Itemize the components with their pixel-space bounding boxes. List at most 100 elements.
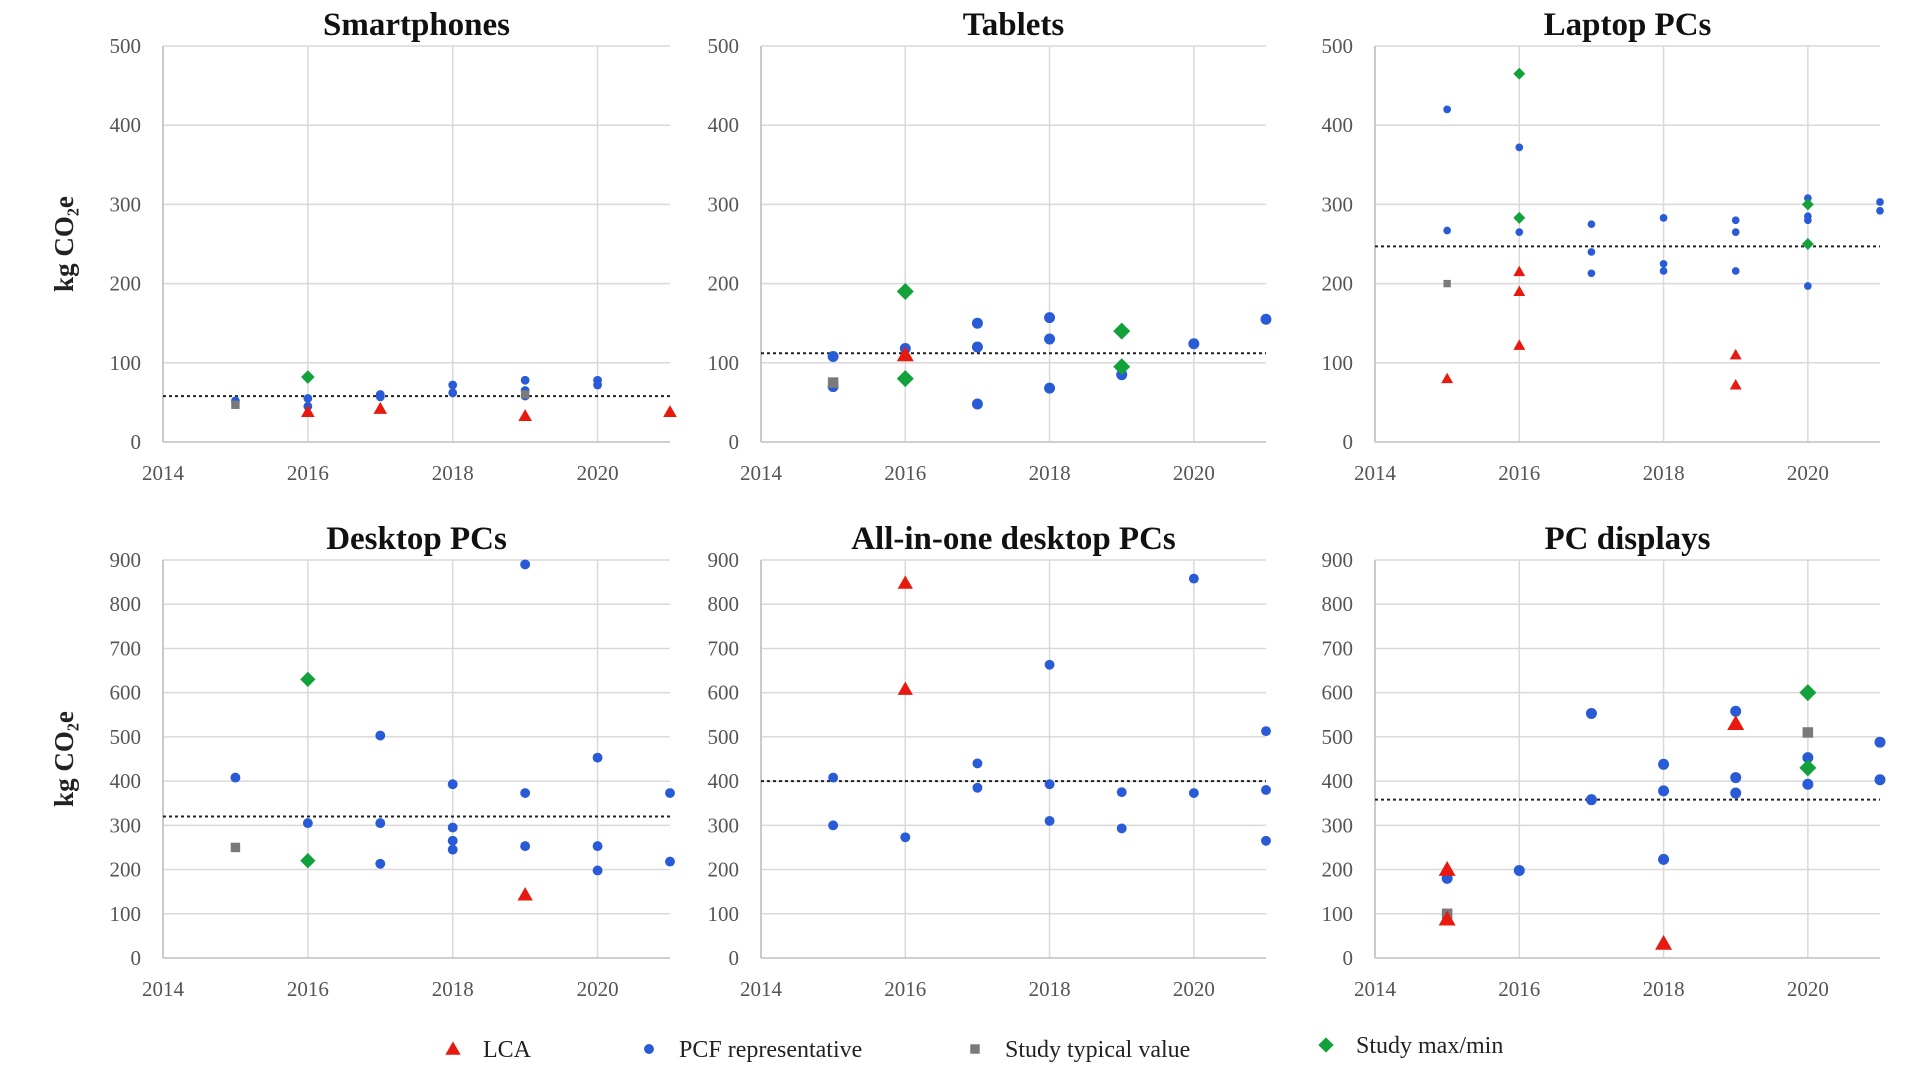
y-tick-label: 300	[110, 192, 142, 216]
legend-mm-marker	[1318, 1037, 1334, 1053]
lca-point	[1438, 861, 1456, 876]
x-tick-label: 2018	[432, 977, 474, 1001]
y-tick-label: 500	[110, 34, 142, 58]
pcf-point	[900, 832, 911, 843]
x-tick-label: 2020	[1173, 461, 1215, 485]
pcf-point	[1044, 779, 1055, 790]
legend-mm-label: Study max/min	[1356, 1033, 1503, 1059]
x-tick-label: 2016	[287, 977, 329, 1001]
pcf-point	[665, 856, 675, 867]
pcf-point	[828, 772, 839, 783]
pcf-point	[520, 841, 531, 852]
y-tick-label: 0	[131, 946, 142, 970]
y-tick-label: 0	[1343, 430, 1354, 454]
legend-typ-marker	[970, 1044, 980, 1054]
lca-point	[897, 681, 913, 695]
y-tick-label: 600	[1322, 681, 1354, 705]
pcf-point	[1587, 269, 1596, 278]
x-tick-label: 2018	[1643, 461, 1685, 485]
x-tick-label: 2020	[1787, 977, 1829, 1001]
y-axis-label: kg CO₂e	[49, 711, 79, 807]
x-tick-label: 2018	[1029, 461, 1071, 485]
pcf-point	[1261, 835, 1271, 846]
panel-title: Laptop PCs	[1544, 7, 1712, 43]
pcf-point	[1658, 758, 1670, 770]
pcf-point	[1515, 228, 1524, 236]
pcf-point	[593, 380, 602, 390]
y-tick-label: 100	[708, 351, 740, 375]
mm-point	[1113, 322, 1131, 340]
x-tick-label: 2014	[1354, 977, 1397, 1001]
y-tick-label: 900	[708, 548, 740, 572]
x-tick-label: 2018	[432, 461, 474, 485]
y-tick-label: 400	[1322, 113, 1354, 137]
y-axis-label: kg CO₂e	[49, 196, 79, 292]
pcf-point	[827, 350, 839, 362]
pcf-point	[1188, 338, 1200, 350]
y-tick-label: 700	[708, 636, 740, 660]
lca-point	[1441, 372, 1454, 384]
pcf-point	[447, 779, 458, 790]
y-tick-label: 200	[110, 858, 142, 882]
y-tick-label: 0	[729, 430, 740, 454]
y-tick-label: 300	[1322, 192, 1354, 216]
pcf-point	[375, 858, 386, 869]
mm-point	[1799, 684, 1817, 702]
pcf-point	[1804, 194, 1812, 202]
pcf-point	[1443, 105, 1451, 114]
y-tick-label: 300	[1322, 813, 1354, 837]
pcf-point	[1731, 216, 1740, 225]
pcf-point	[1116, 823, 1127, 834]
pcf-point	[1260, 313, 1272, 325]
y-tick-label: 500	[708, 725, 740, 749]
y-tick-label: 400	[110, 769, 142, 793]
lca-point	[301, 405, 315, 418]
mm-point	[301, 370, 315, 384]
y-tick-label: 100	[708, 902, 740, 926]
mm-point	[1801, 238, 1814, 250]
y-tick-label: 0	[729, 946, 740, 970]
pcf-point	[230, 772, 241, 783]
pcf-point	[971, 341, 983, 353]
y-tick-label: 300	[110, 813, 142, 837]
lca-point	[663, 405, 677, 418]
pcf-point	[592, 752, 603, 763]
pcf-point	[1044, 382, 1056, 394]
y-tick-label: 300	[708, 192, 740, 216]
pcf-point	[1515, 143, 1524, 152]
pcf-point	[1044, 659, 1055, 670]
pcf-point	[447, 835, 458, 846]
pcf-point	[1659, 267, 1668, 275]
pcf-point	[1874, 736, 1886, 748]
pcf-point	[592, 841, 603, 852]
y-tick-label: 800	[1322, 592, 1354, 616]
x-tick-label: 2016	[1498, 977, 1540, 1001]
y-tick-label: 100	[110, 902, 142, 926]
mm-point	[300, 671, 316, 688]
y-tick-label: 200	[708, 858, 740, 882]
pcf-point	[592, 865, 603, 876]
y-tick-label: 800	[110, 592, 142, 616]
pcf-point	[972, 758, 983, 769]
pcf-point	[1443, 226, 1451, 235]
lca-point	[1727, 715, 1745, 730]
x-tick-label: 2014	[1354, 461, 1397, 485]
lca-point	[1438, 910, 1456, 926]
pcf-point	[1874, 774, 1886, 786]
pcf-point	[1116, 787, 1127, 798]
lca-point	[896, 346, 914, 362]
legend-lca-label: LCA	[483, 1037, 532, 1063]
pcf-point	[1730, 787, 1742, 799]
lca-point	[1655, 934, 1673, 950]
pcf-point	[971, 398, 983, 410]
y-tick-label: 800	[708, 592, 740, 616]
typ-point	[231, 400, 240, 409]
mm-point	[1113, 358, 1131, 376]
pcf-point	[520, 559, 531, 570]
pcf-point	[302, 818, 313, 829]
chart-panel-6: 0 100 200 300 400 500 600 700 800 900 2014 2016 2018…	[1322, 521, 1886, 1001]
pcf-point	[1044, 312, 1056, 324]
typ-point	[1802, 727, 1814, 738]
pcf-point	[1731, 228, 1740, 236]
panel-title: Smartphones	[323, 7, 510, 43]
